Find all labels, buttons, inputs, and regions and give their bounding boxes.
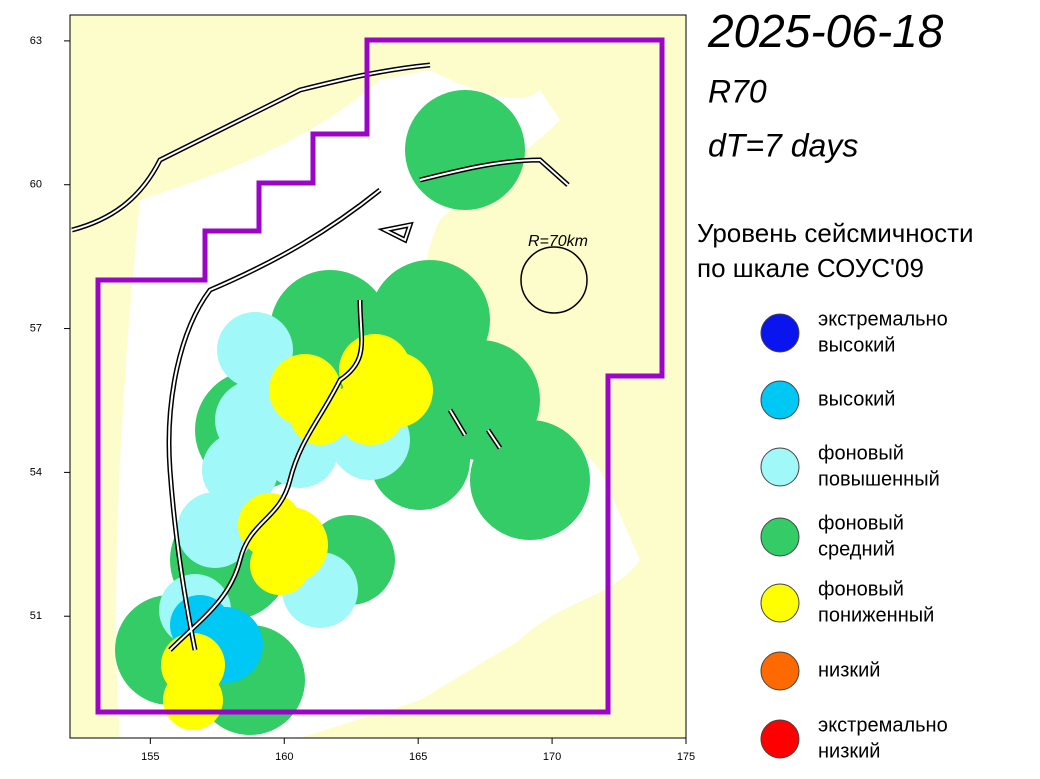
x-tick-label: 155 (141, 751, 159, 763)
x-tick-label: 165 (409, 751, 427, 763)
radius-label: R=70km (528, 233, 588, 250)
legend-label: фоновый (818, 578, 904, 600)
y-tick-label: 54 (30, 466, 42, 478)
legend-label: высокий (818, 388, 895, 410)
x-tick-label: 160 (275, 751, 293, 763)
coastline (71, 62, 570, 652)
legend-title: Уровень сейсмичности (697, 218, 974, 248)
y-tick-label: 51 (30, 610, 42, 622)
x-tick-label: 170 (543, 751, 561, 763)
study-region (95, 37, 665, 715)
legend-swatch (760, 447, 800, 487)
legend-label: пониженный (818, 604, 934, 626)
legend-label: высокий (818, 334, 895, 356)
legend-label: повышенный (818, 468, 940, 490)
legend-label: низкий (818, 740, 880, 762)
legend-title: по шкале СОУС'09 (697, 253, 924, 283)
legend-label: низкий (818, 659, 880, 681)
legend-label: фоновый (818, 442, 904, 464)
x-tick-label: 175 (677, 751, 695, 763)
legend-swatch (760, 719, 800, 759)
y-tick-label: 63 (30, 35, 42, 47)
map-frame (69, 14, 687, 739)
legend-swatch (760, 517, 800, 557)
legend-label: фоновый (818, 512, 904, 534)
legend-swatch (760, 380, 800, 420)
legend-swatch (760, 583, 800, 623)
legend-swatch (760, 313, 800, 353)
map-area: R=70km (70, 15, 686, 738)
date: 2025-06-18 (707, 5, 944, 57)
radius-circle (520, 246, 588, 314)
legend-label: средний (818, 538, 895, 560)
legend-swatch (760, 651, 800, 691)
window: dT=7 days (708, 127, 858, 163)
legend-label: экстремально (818, 308, 948, 330)
y-tick-label: 60 (30, 179, 42, 191)
radius: R70 (708, 73, 767, 109)
legend-label: экстремально (818, 714, 948, 736)
y-tick-label: 57 (30, 322, 42, 334)
